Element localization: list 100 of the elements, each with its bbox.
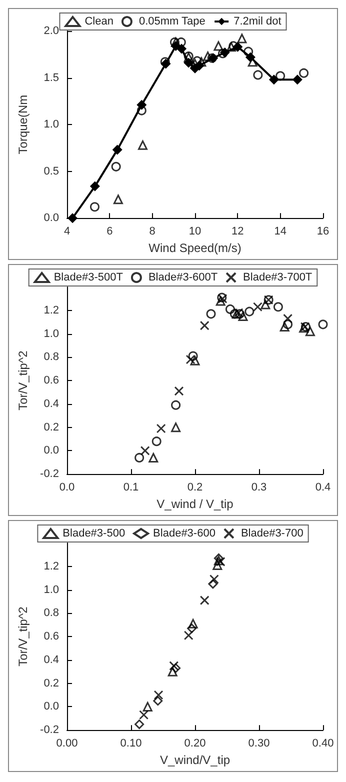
point — [283, 320, 293, 330]
x-tick-label: 0.3 — [251, 482, 267, 494]
point — [305, 326, 315, 336]
y-axis-title: Tor/V_tip^2 — [16, 350, 30, 410]
point — [194, 60, 204, 71]
point — [244, 306, 254, 316]
point — [184, 630, 194, 640]
point — [253, 70, 263, 80]
point — [188, 351, 198, 361]
point — [176, 37, 186, 47]
y-tick-label: 1.0 — [44, 328, 59, 340]
point — [214, 553, 224, 563]
point — [134, 452, 144, 462]
point — [232, 42, 243, 52]
y-tick-label: 0.0 — [44, 700, 59, 713]
x-tick-label: 0.2 — [187, 482, 203, 494]
y-tick-label: 0.2 — [44, 421, 59, 434]
x-axis-title: Wind Speed(m/s) — [148, 241, 242, 255]
point — [192, 56, 202, 66]
y-tick-label: 0.4 — [44, 398, 59, 410]
point — [190, 356, 200, 366]
point — [90, 202, 100, 212]
y-axis-title: Torque(Nm — [16, 94, 30, 154]
point — [200, 320, 210, 330]
point — [154, 690, 164, 700]
point — [90, 181, 100, 192]
point — [238, 311, 248, 321]
point — [176, 44, 187, 54]
x-tick-label: 0.00 — [56, 738, 78, 750]
point — [244, 46, 254, 56]
y-tick-label: -0.2 — [40, 724, 59, 736]
y-tick-label: 1.0 — [44, 584, 59, 596]
point — [208, 579, 218, 589]
point — [68, 213, 78, 224]
y-tick-label: 1.2 — [44, 304, 59, 316]
point — [174, 386, 184, 396]
point — [292, 74, 302, 85]
point — [152, 436, 162, 446]
legend-label: Blade#3-600 — [153, 528, 216, 540]
point — [268, 74, 279, 85]
x-tick-label: 4 — [64, 226, 70, 238]
legend-label: Blade#3-700T — [243, 272, 312, 284]
point — [212, 560, 222, 570]
x-tick-label: 6 — [106, 226, 113, 238]
point — [260, 300, 270, 310]
point — [187, 624, 197, 634]
point — [318, 320, 328, 330]
legend-label: Blade#3-700 — [240, 528, 304, 540]
point — [134, 720, 144, 730]
point — [252, 302, 262, 312]
x-tick-label: 0.1 — [123, 482, 139, 494]
x-tick-label: 14 — [274, 226, 286, 238]
point — [216, 296, 226, 306]
x-tick-label: 8 — [149, 226, 156, 238]
point — [153, 696, 163, 706]
x-tick-label: 10 — [188, 226, 202, 238]
y-tick-label: 0.5 — [44, 165, 59, 178]
point — [188, 618, 198, 628]
x-tick-label: 0.4 — [315, 482, 331, 494]
point — [111, 162, 121, 172]
point — [112, 144, 122, 155]
legend-label: Blade#3-500T — [54, 272, 124, 284]
point — [206, 309, 216, 319]
point — [142, 702, 152, 712]
y-tick-label: 0.6 — [44, 630, 59, 643]
point — [113, 194, 123, 204]
point — [186, 354, 196, 364]
point — [171, 422, 181, 432]
y-tick-label: 1.0 — [44, 118, 59, 131]
point — [280, 322, 290, 332]
point — [168, 666, 178, 676]
x-tick-label: 0.10 — [120, 738, 142, 750]
point — [209, 574, 219, 584]
x-tick-label: 0.30 — [248, 738, 270, 750]
point — [299, 68, 309, 78]
y-tick-label: 0.8 — [44, 607, 59, 620]
x-tick-label: 12 — [232, 226, 244, 238]
x-axis-title: V_wind / V_tip — [156, 497, 234, 511]
point — [148, 452, 158, 462]
x-tick-label: 0.20 — [184, 738, 206, 750]
point — [200, 596, 210, 606]
y-tick-label: 0.6 — [44, 374, 59, 387]
y-tick-label: 2.0 — [44, 25, 59, 37]
y-tick-label: 0.0 — [44, 444, 59, 457]
point — [214, 41, 224, 51]
point — [245, 52, 256, 62]
x-tick-label: 0.40 — [312, 738, 334, 750]
point — [184, 58, 194, 68]
point — [138, 140, 148, 150]
legend-label: 7.2mil dot — [234, 16, 282, 28]
x-axis-title: V_wind/V_tip — [160, 753, 230, 767]
point — [237, 34, 247, 44]
y-tick-label: 0.4 — [44, 654, 59, 666]
x-tick-label: 0.0 — [59, 482, 75, 494]
point — [220, 48, 230, 58]
point — [139, 710, 149, 720]
x-tick-label: 16 — [316, 226, 330, 238]
point — [171, 400, 181, 410]
legend-label: Blade#3-600T — [148, 272, 218, 284]
y-tick-label: 0.0 — [44, 212, 59, 224]
